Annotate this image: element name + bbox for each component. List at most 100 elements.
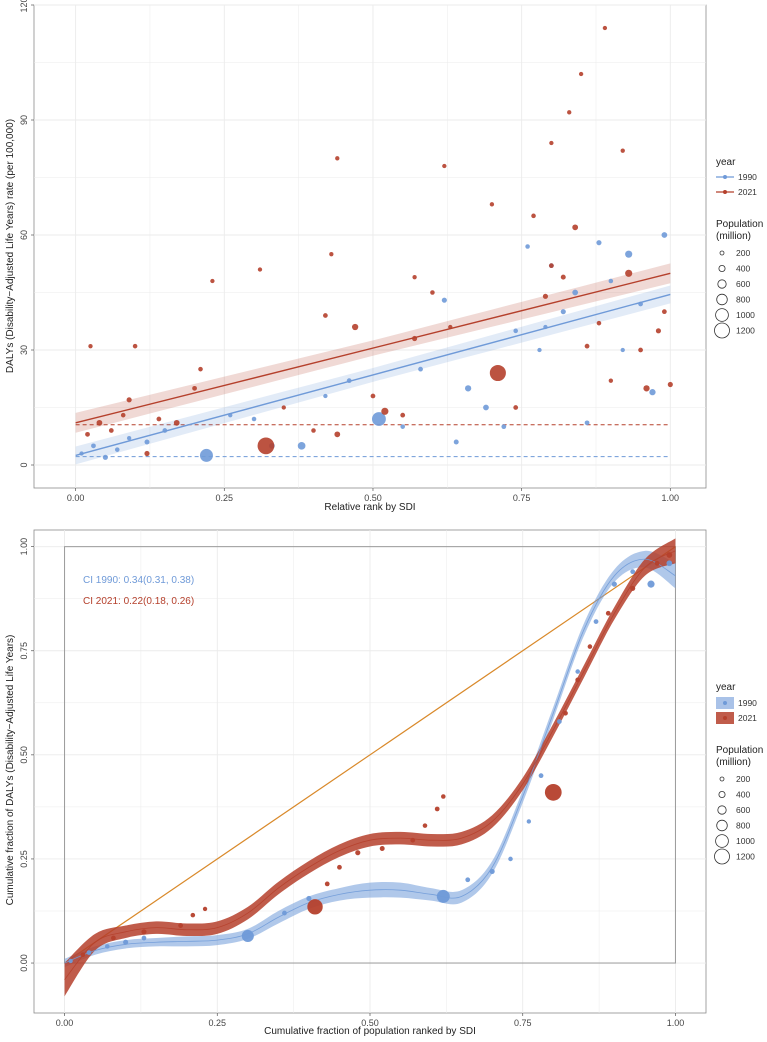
bottom-x-tick-label: 1.00	[667, 1018, 685, 1028]
point-2021	[379, 846, 385, 852]
top-legend: year 1990 2021 Population (million) 200 4…	[714, 157, 763, 339]
unit-square	[64, 546, 676, 964]
point-2021	[602, 25, 608, 31]
bottom-y-tick-label: 0.00	[19, 954, 29, 972]
point-1990	[513, 328, 518, 334]
point-2021	[126, 397, 132, 403]
point-2021	[335, 156, 340, 161]
point-2021	[281, 405, 286, 410]
point-2021	[192, 385, 197, 391]
point-2021	[88, 343, 93, 349]
bottom-x-axis-label: Cumulative fraction of population ranked…	[264, 1026, 476, 1037]
point-2021	[643, 385, 650, 392]
bottom-y-ticks: 0.00 0.25 0.50 0.75 1.00	[19, 538, 34, 972]
top-x-tick-label: 0.75	[513, 493, 531, 503]
point-1990	[596, 240, 602, 246]
point-2021	[334, 431, 341, 438]
point-2021	[548, 263, 554, 269]
point-2021	[666, 552, 673, 558]
point-1990	[489, 868, 495, 875]
top-legend-label-1990: 1990	[738, 172, 757, 182]
bottom-concentration-bands	[64, 538, 676, 997]
point-2021	[630, 585, 636, 591]
point-1990	[608, 278, 614, 284]
bottom-legend-label-2021: 2021	[738, 713, 757, 723]
point-2021	[513, 405, 519, 410]
legend-pop-symbol	[718, 791, 726, 799]
bottom-legend: year 1990 2021 Population (million) 200 4…	[714, 682, 763, 865]
top-x-tick-label: 0.25	[216, 493, 234, 503]
point-1990	[371, 412, 386, 426]
point-1990	[661, 232, 668, 238]
point-1990	[501, 424, 507, 430]
bottom-legend-key-2021	[716, 712, 734, 724]
top-legend-key-1990	[716, 175, 734, 179]
point-1990	[560, 309, 566, 315]
point-1990	[418, 366, 423, 372]
point-2021	[442, 163, 447, 169]
point-1990	[538, 773, 544, 779]
regression-line-2021	[75, 272, 671, 424]
point-2021	[198, 366, 203, 372]
bottom-concentration-curves	[64, 550, 676, 980]
point-2021	[173, 419, 180, 426]
legend-pop-label: 800	[736, 295, 750, 305]
legend-pop-symbol	[714, 848, 730, 865]
legend-pop-label: 200	[736, 774, 750, 784]
line-of-equality	[64, 546, 676, 964]
point-2021	[311, 428, 316, 433]
top-x-tick-label: 1.00	[662, 493, 680, 503]
top-y-ticks: 0 30 60 90 120	[19, 0, 34, 468]
point-1990	[537, 347, 542, 353]
point-1990	[647, 580, 655, 588]
concentration-curve-2021	[64, 550, 676, 980]
point-1990	[436, 889, 450, 903]
concentration-band-1990	[64, 550, 676, 968]
point-1990	[114, 447, 120, 452]
point-1990	[666, 560, 673, 567]
top-legend-pop-subtitle: (million)	[716, 231, 751, 242]
point-1990	[123, 939, 129, 945]
point-2021	[381, 407, 389, 415]
point-2021	[434, 806, 440, 812]
point-2021	[587, 644, 593, 649]
bottom-equality-line	[64, 546, 676, 964]
point-1990	[584, 420, 590, 426]
point-2021	[400, 412, 406, 418]
top-x-ticks: 0.00 0.25 0.50 0.75 1.00	[67, 488, 679, 503]
point-2021	[575, 677, 581, 683]
point-2021	[111, 935, 116, 941]
bottom-y-tick-label: 0.75	[19, 642, 29, 660]
point-2021	[80, 952, 86, 958]
ci-2021-annotation: CI 2021: 0.22(0.18, 0.26)	[83, 596, 194, 607]
point-1990	[199, 448, 213, 462]
point-2021	[210, 278, 215, 284]
point-2021	[190, 912, 196, 918]
legend-pop-label: 800	[736, 821, 750, 831]
top-x-tick-label: 0.00	[67, 493, 85, 503]
legend-pop-label: 200	[736, 248, 750, 258]
point-2021	[549, 140, 554, 146]
ci-1990-annotation: CI 1990: 0.34(0.31, 0.38)	[83, 575, 194, 586]
point-2021	[351, 323, 359, 331]
legend-pop-label: 400	[736, 264, 750, 274]
legend-pop-label: 1200	[736, 852, 755, 862]
point-1990	[323, 393, 328, 399]
point-2021	[355, 850, 361, 856]
bottom-x-tick-label: 0.25	[209, 1018, 227, 1028]
point-1990	[141, 935, 147, 941]
bottom-legend-key-1990	[716, 697, 734, 709]
point-1990	[91, 443, 96, 449]
concentration-curve-1990	[64, 558, 676, 964]
legend-pop-label: 1000	[736, 310, 755, 320]
point-2021	[132, 343, 138, 349]
bottom-x-tick-label: 0.50	[361, 1018, 379, 1028]
bottom-x-tick-label: 0.75	[514, 1018, 532, 1028]
legend-pop-label: 600	[736, 805, 750, 815]
point-2021	[85, 431, 90, 437]
point-1990	[625, 250, 633, 258]
point-2021	[410, 837, 416, 843]
point-2021	[567, 110, 572, 115]
point-1990	[465, 877, 471, 883]
point-1990	[105, 944, 110, 949]
